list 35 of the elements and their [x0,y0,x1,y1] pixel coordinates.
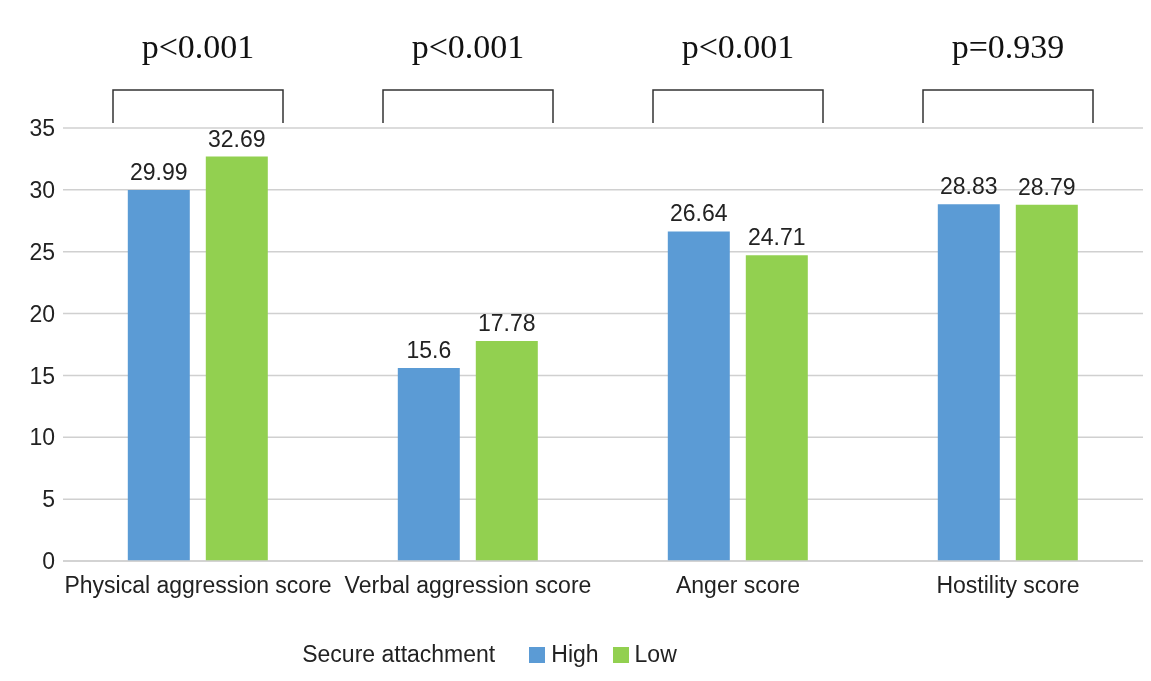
bar [667,231,730,561]
y-tick-label: 15 [29,362,55,389]
bar [205,156,268,561]
text: p<0.001 [681,28,795,65]
legend-title: Secure attachment [302,641,496,668]
bar [937,204,1000,561]
data-label: 32.69 [208,125,266,152]
legend-label: High [550,641,599,668]
text: p<0.001 [141,28,255,65]
y-tick-label: 35 [29,115,55,142]
x-tick-label: Physical aggression score [64,572,332,599]
bar [745,255,808,561]
legend-label: Low [633,641,677,668]
x-tick-label: Verbal aggression score [344,572,592,599]
y-tick-label: 10 [29,424,55,451]
bar [127,189,190,561]
y-tick-label: 20 [29,300,55,327]
text: p<0.001 [411,28,525,65]
y-tick-label: 25 [29,238,55,265]
bar [475,341,538,561]
data-label: 28.83 [940,173,998,200]
data-label: 26.64 [670,200,728,227]
bar [397,368,460,561]
text: p=0.939 [951,28,1065,65]
y-tick-label: 5 [42,486,55,513]
data-label: 15.6 [406,337,452,364]
y-tick-label: 0 [42,548,55,575]
data-label: 28.79 [1018,173,1076,200]
data-label: 29.99 [130,158,188,185]
data-label: 24.71 [748,224,806,251]
bar [1015,204,1078,561]
data-label: 17.78 [478,310,536,337]
y-tick-label: 30 [29,177,55,204]
x-tick-label: Anger score [675,572,801,599]
x-tick-label: Hostility score [936,572,1080,599]
